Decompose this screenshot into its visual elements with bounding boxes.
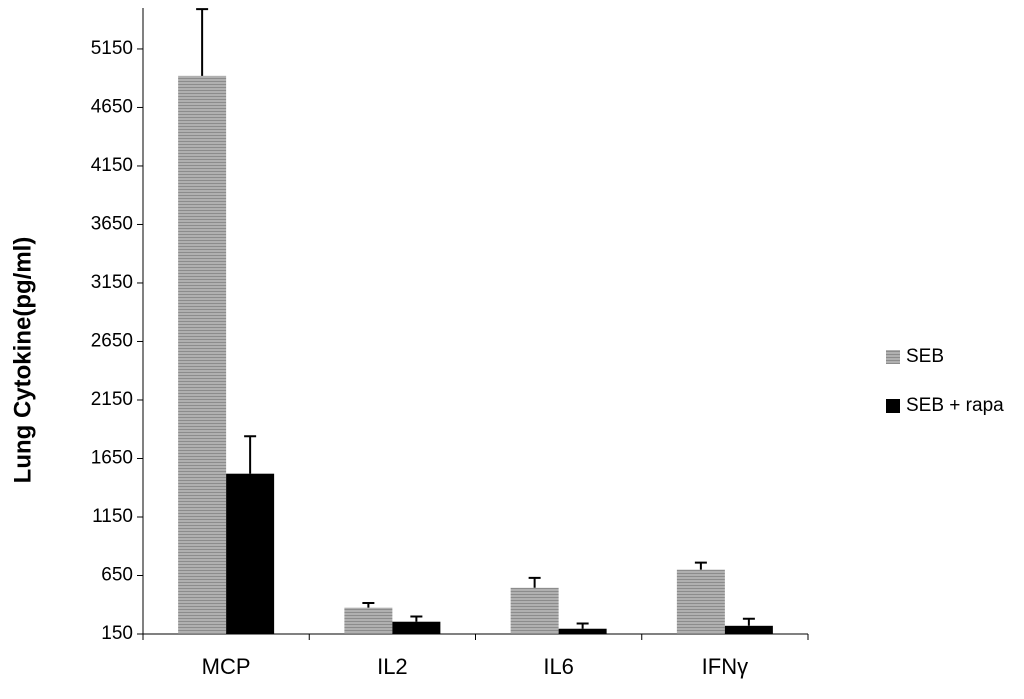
y-tick-label: 3150 [91,272,133,293]
bar [724,625,773,634]
y-tick-label: 4650 [91,96,133,117]
y-tick-label: 4150 [91,155,133,176]
y-tick-label: 1150 [92,506,133,527]
error-bar [742,617,755,626]
error-bar [528,576,541,588]
error-bar [410,615,423,622]
x-tick-label: IL2 [377,654,408,679]
error-bar [576,622,589,629]
bar [392,621,441,634]
legend-label: SEB [906,346,944,367]
error-bar [362,601,375,608]
bar [344,607,393,634]
y-tick-label: 2150 [91,389,133,410]
legend-label: SEB + rapa [906,395,1004,416]
bar [226,473,275,634]
x-tick-label: MCP [202,654,251,679]
y-tick-label: 2650 [91,330,133,351]
x-tick-label: IFNγ [702,654,748,679]
error-bar [244,435,257,474]
y-tick-label: 650 [101,565,133,586]
x-tick-label: IL6 [543,654,574,679]
y-tick-label: 150 [101,623,133,644]
error-bar [694,561,707,570]
bar [558,628,607,634]
legend-swatch [886,350,900,364]
bar [676,569,725,634]
error-bar [196,8,209,76]
y-axis-title: Lung Cytokine(pg/ml) [9,237,36,484]
bar [178,75,227,634]
y-tick-label: 1650 [91,448,133,469]
legend-swatch [886,399,900,413]
y-tick-label: 3650 [91,213,133,234]
bar [510,587,559,634]
y-tick-label: 5150 [91,38,133,59]
